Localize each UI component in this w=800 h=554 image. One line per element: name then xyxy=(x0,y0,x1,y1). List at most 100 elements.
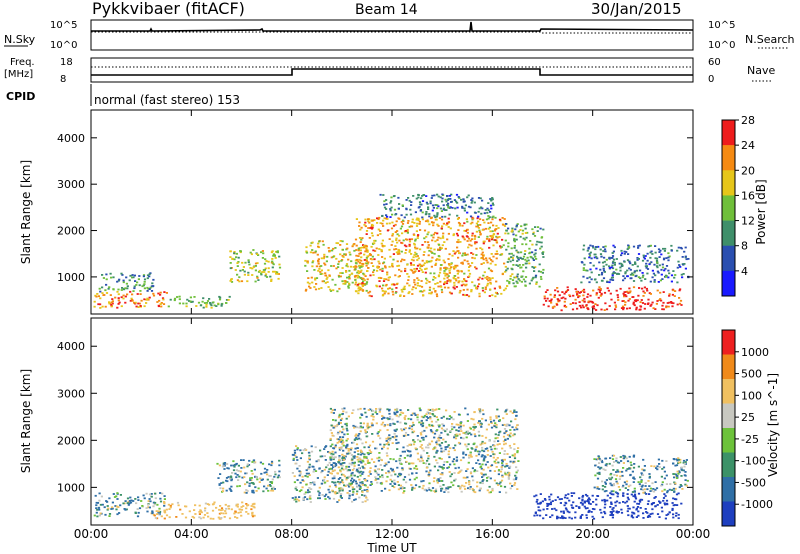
velocity-cell-3 xyxy=(295,489,298,491)
power-cell-4 xyxy=(314,278,317,281)
velocity-cell-6 xyxy=(633,463,636,465)
velocity-cell-5 xyxy=(579,515,582,518)
power-cell-9 xyxy=(613,263,616,266)
power-cell-7 xyxy=(516,282,519,284)
velocity-cell-0 xyxy=(118,512,121,514)
power-cell-8 xyxy=(610,298,613,301)
power-cell-9 xyxy=(628,246,631,249)
power-cell-9 xyxy=(628,260,631,263)
power-cell-7 xyxy=(517,251,520,254)
velocity-cell-5 xyxy=(622,492,625,495)
velocity-cell-6 xyxy=(684,461,687,463)
velocity-cell-4 xyxy=(455,429,458,432)
power-cell-8 xyxy=(580,306,583,309)
power-cell-6 xyxy=(456,214,459,217)
velocity-cell-3 xyxy=(298,496,301,498)
velocity-cell-4 xyxy=(449,486,452,488)
power-cell-8 xyxy=(626,290,629,293)
velocity-cell-4 xyxy=(352,490,355,493)
power-cell-6 xyxy=(442,204,445,207)
velocity-cell-5 xyxy=(551,514,554,517)
velocity-cell-4 xyxy=(386,417,389,420)
power-cell-1 xyxy=(141,285,144,288)
power-cell-9 xyxy=(615,268,618,271)
power-cell-5 xyxy=(494,239,497,241)
velocity-cell-4 xyxy=(387,461,390,464)
velocity-cell-4 xyxy=(468,456,471,459)
power-cell-5 xyxy=(415,218,418,221)
velocity-cell-5 xyxy=(585,514,588,517)
velocity-cell-4 xyxy=(400,428,403,430)
velocity-cell-6 xyxy=(640,481,643,483)
velocity-cell-4 xyxy=(341,457,344,460)
velocity-cell-4 xyxy=(513,457,517,460)
power-cell-9 xyxy=(649,280,652,283)
velocity-cell-4 xyxy=(481,442,484,445)
velocity-cell-3 xyxy=(351,500,354,503)
power-cell-2 xyxy=(189,296,192,299)
velocity-cell-6 xyxy=(642,491,645,494)
power-cell-5 xyxy=(473,284,476,287)
velocity-cell-6 xyxy=(674,473,678,476)
power-cell-3 xyxy=(256,275,259,278)
velocity-cell-6 xyxy=(619,456,622,458)
power-cell-8 xyxy=(558,299,561,302)
velocity-cell-5 xyxy=(612,510,615,513)
power-cell-9 xyxy=(602,277,606,280)
power-cell-7 xyxy=(524,276,528,278)
velocity-cell-1 xyxy=(228,517,232,520)
velocity-cell-5 xyxy=(565,502,568,505)
power-cell-5 xyxy=(489,281,492,284)
power-cell-4 xyxy=(354,267,357,270)
power-cell-9 xyxy=(657,248,661,251)
velocity-cell-5 xyxy=(572,501,575,504)
velocity-cell-0 xyxy=(99,512,102,515)
velocity-cell-5 xyxy=(639,500,642,503)
power-cell-6 xyxy=(483,212,486,215)
velocity-cell-4 xyxy=(484,436,488,439)
velocity-cell-2 xyxy=(278,459,281,462)
power-cell-4 xyxy=(355,254,358,257)
power-cell-1 xyxy=(146,290,149,292)
velocity-cell-4 xyxy=(420,415,423,418)
power-cell-5 xyxy=(462,252,465,255)
power-cell-3 xyxy=(235,256,238,259)
velocity-cell-1 xyxy=(225,507,228,510)
power-cell-5 xyxy=(424,271,427,274)
velocity-cell-1 xyxy=(199,510,202,512)
velocity-cell-6 xyxy=(650,465,653,467)
power-cell-6 xyxy=(479,197,482,200)
velocity-cell-4 xyxy=(438,457,442,460)
velocity-cell-4 xyxy=(370,483,373,485)
velocity-cell-2 xyxy=(266,478,269,481)
power-cell-5 xyxy=(388,238,391,240)
power-cell-5 xyxy=(384,266,387,269)
power-cell-5 xyxy=(430,221,434,223)
power-cell-5 xyxy=(410,258,414,261)
power-cell-4 xyxy=(357,287,360,290)
velocity-cell-4 xyxy=(446,417,449,420)
velocity-cell-4 xyxy=(334,463,337,465)
velocity-cell-4 xyxy=(374,465,377,468)
power-cell-2 xyxy=(210,304,213,307)
velocity-cell-4 xyxy=(364,463,367,466)
power-cell-3 xyxy=(264,258,267,261)
velocity-cell-6 xyxy=(674,487,677,490)
power-cell-8 xyxy=(581,299,584,302)
velocity-cell-0 xyxy=(115,505,119,508)
velocity-cell-6 xyxy=(652,490,656,493)
velocity-cell-4 xyxy=(407,434,410,436)
power-cell-5 xyxy=(437,285,440,288)
velocity-cell-4 xyxy=(457,485,460,487)
power-cell-6 xyxy=(432,206,435,209)
power-cell-4 xyxy=(337,260,341,263)
power-cell-5 xyxy=(401,290,404,293)
power-cell-6 xyxy=(405,199,408,201)
velocity-cell-6 xyxy=(675,458,678,461)
power-cell-6 xyxy=(425,211,428,213)
power-cell-8 xyxy=(583,300,586,303)
velocity-cell-2 xyxy=(278,476,281,479)
velocity-cell-5 xyxy=(566,497,569,500)
power-cell-5 xyxy=(498,236,501,238)
velocity-cell-3 xyxy=(309,501,312,503)
